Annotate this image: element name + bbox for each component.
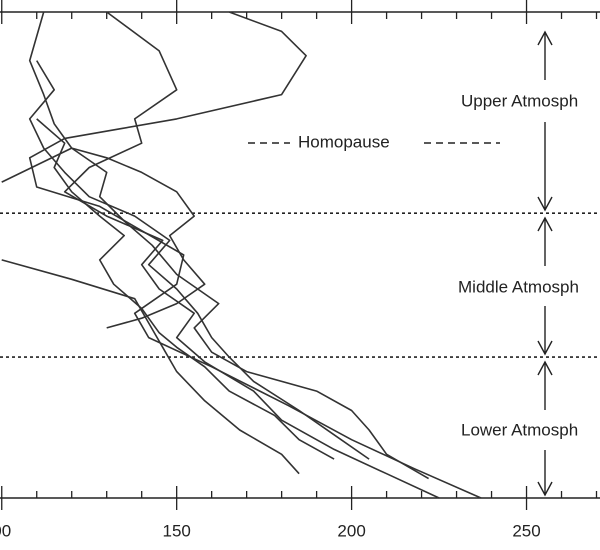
region-label: Lower Atmosph	[461, 420, 578, 439]
x-tick-label: 250	[512, 521, 540, 540]
x-tick-label: 150	[162, 521, 190, 540]
x-tick-label: 00	[0, 521, 11, 540]
arrows	[537, 30, 553, 497]
profile-line	[63, 11, 440, 499]
profile-line	[1, 147, 206, 329]
profile-line	[28, 11, 430, 480]
profile-line	[28, 11, 482, 499]
region-label: Middle Atmosph	[458, 277, 579, 296]
profile-line	[1, 259, 300, 475]
profile-line	[28, 60, 370, 460]
region-label: Upper Atmosph	[461, 91, 578, 110]
profile-line	[36, 118, 335, 460]
x-tick-label: 200	[337, 521, 365, 540]
legend-label: Homopause	[298, 132, 390, 151]
